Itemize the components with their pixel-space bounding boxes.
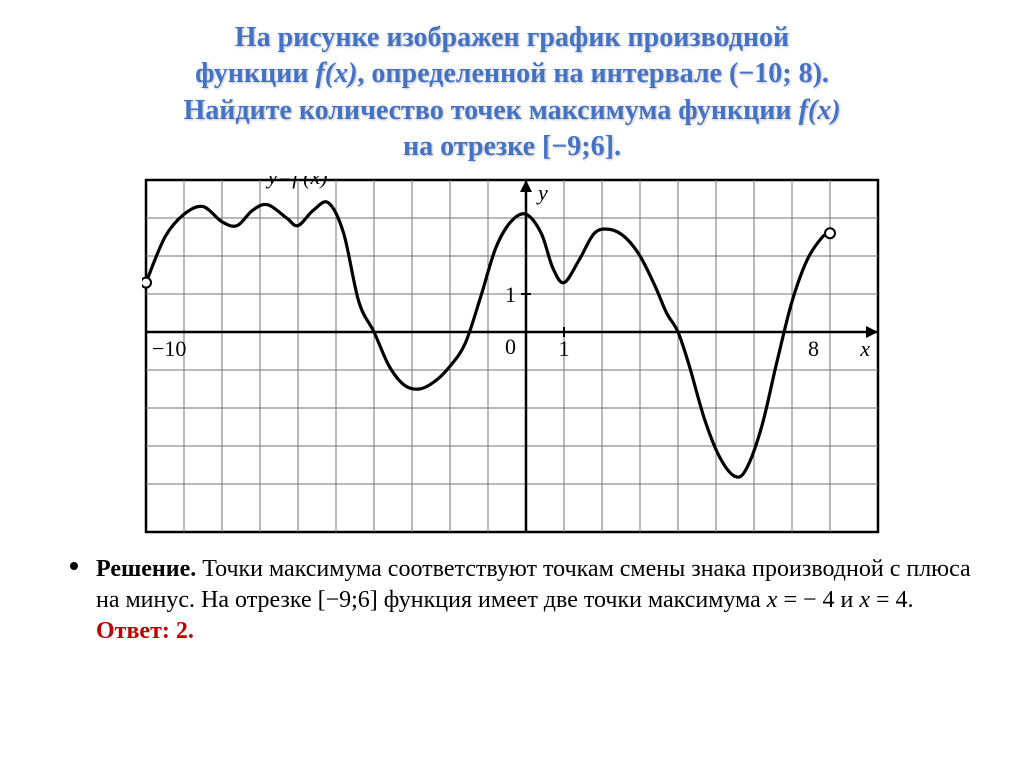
svg-text:x: x [859,336,870,361]
svg-text:y=f′(x): y=f′(x) [266,176,328,189]
title-line3a: Найдите количество точек максимума функц… [183,95,798,126]
problem-title: На рисунке изображен график производной … [40,20,984,166]
solution-answer: Ответ: 2. [96,618,194,644]
svg-text:1: 1 [559,336,570,361]
solution-x1: x [767,587,778,613]
solution-eq2b: = 4. [870,587,914,613]
solution-block: Решение. Точки максимума соответствуют т… [70,554,984,648]
title-line1: На рисунке изображен график производной [235,22,789,53]
title-fx1: f(x) [315,58,357,89]
svg-text:1: 1 [505,282,516,307]
title-line2c: , определенной на интервале (−10; 8). [357,58,828,89]
solution-label: Решение. [96,556,202,582]
svg-text:y: y [536,180,548,205]
svg-text:−10: −10 [152,336,186,361]
solution-eq1b: = − 4 и [777,587,859,613]
title-fx2: f(x) [799,95,841,126]
chart-container: y x 0 1 1 −10 8 y=f′(x) [40,176,984,536]
svg-text:0: 0 [505,334,516,359]
derivative-graph: y x 0 1 1 −10 8 y=f′(x) [142,176,882,536]
title-line2a: функции [195,58,315,89]
bullet-icon [70,562,78,570]
title-line4: на отрезке [−9;6]. [403,131,621,162]
solution-x2: x [859,587,870,613]
svg-text:8: 8 [808,336,819,361]
